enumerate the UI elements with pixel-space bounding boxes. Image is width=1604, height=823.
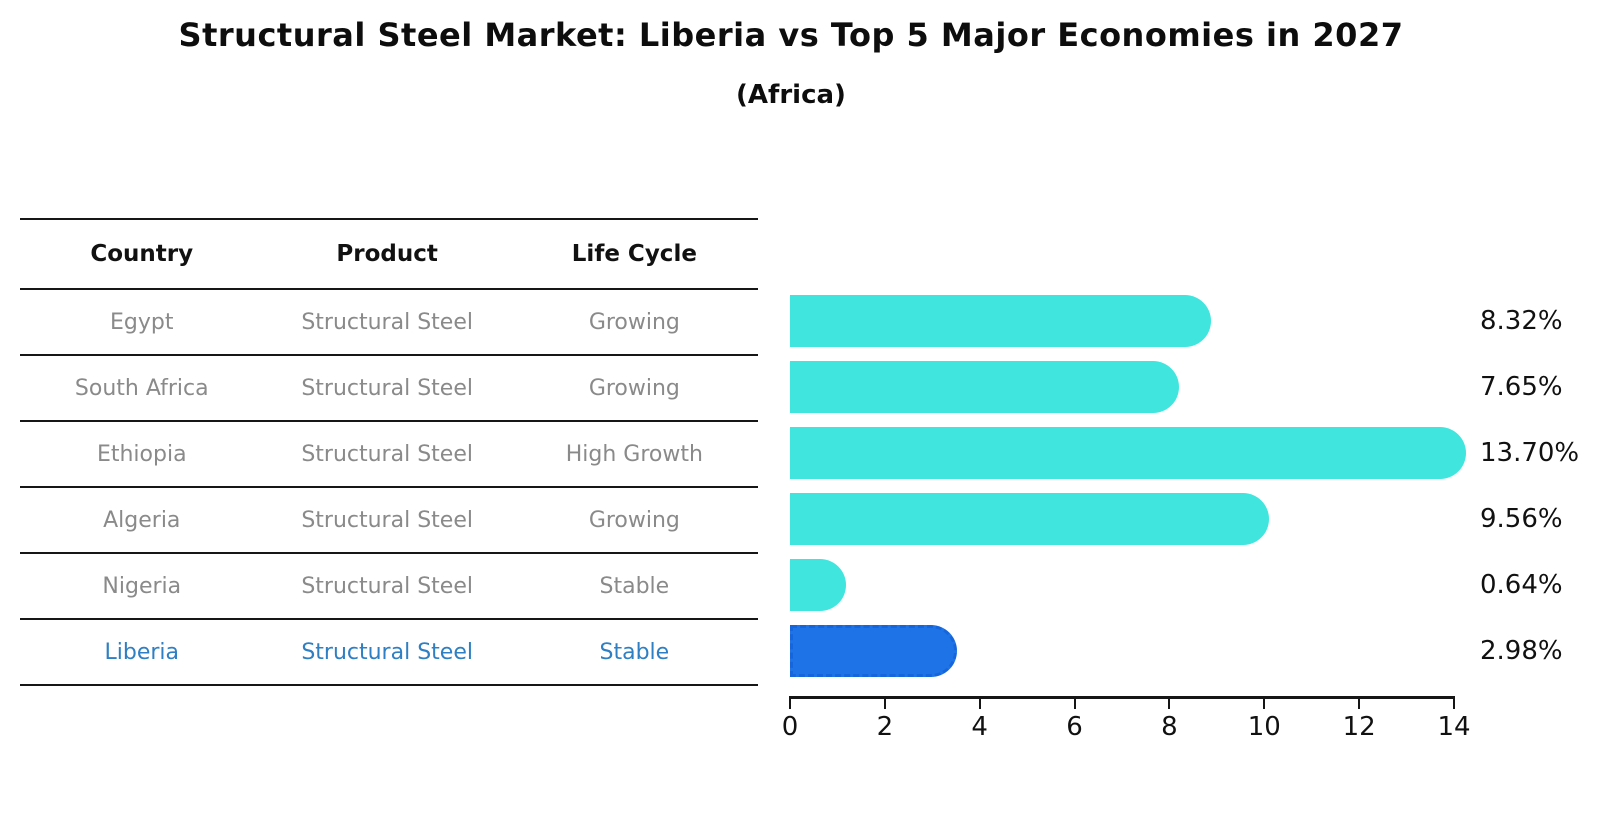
value-label-liberia: 2.98% [1480, 636, 1563, 666]
x-axis-line [789, 696, 1455, 699]
x-axis-tick-label: 6 [1066, 712, 1083, 742]
x-axis-tick-label: 0 [781, 712, 799, 742]
cell-life-cycle: Stable [599, 639, 670, 665]
table-row-ethiopia: Ethiopia Structural Steel High Growth [20, 422, 758, 488]
value-label-egypt: 8.32% [1480, 306, 1563, 336]
value-label-algeria: 9.56% [1480, 504, 1563, 534]
x-axis-tick [1168, 699, 1171, 709]
cell-life-cycle: Stable [599, 573, 670, 599]
bar-liberia [790, 625, 958, 677]
cell-life-cycle: Growing [588, 375, 680, 401]
cell-country: Algeria [103, 507, 181, 533]
table-row-liberia: Liberia Structural Steel Stable [20, 620, 758, 686]
cell-life-cycle: Growing [588, 309, 680, 335]
x-axis-tick [1358, 699, 1361, 709]
bar-algeria [790, 493, 1270, 545]
value-label-ethiopia: 13.70% [1480, 438, 1580, 468]
x-axis-tick [1263, 699, 1266, 709]
cell-product: Structural Steel [301, 507, 473, 533]
x-axis-tick [883, 699, 886, 709]
x-axis-tick [789, 699, 791, 709]
cell-country: Nigeria [102, 573, 182, 599]
x-axis-tick-label: 4 [971, 712, 988, 742]
bar-ethiopia [790, 427, 1466, 479]
table-row-nigeria: Nigeria Structural Steel Stable [20, 554, 758, 620]
chart-title: Structural Steel Market: Liberia vs Top … [178, 16, 1404, 54]
cell-country: Egypt [110, 309, 174, 335]
x-axis-tick [978, 699, 981, 709]
cell-country: Liberia [104, 639, 180, 665]
value-label-south-africa: 7.65% [1480, 372, 1563, 402]
x-axis-tick-label: 8 [1161, 712, 1178, 742]
cell-product: Structural Steel [301, 375, 473, 401]
cell-product: Structural Steel [301, 573, 473, 599]
cell-country: South Africa [74, 375, 209, 401]
table-header-row: Country Product Life Cycle [20, 220, 758, 290]
cell-life-cycle: High Growth [565, 441, 703, 467]
bar-nigeria [790, 559, 847, 611]
column-header-country: Country [90, 241, 194, 267]
table-row-egypt: Egypt Structural Steel Growing [20, 290, 758, 356]
chart-subtitle: (Africa) [736, 80, 846, 110]
table-row-south-africa: South Africa Structural Steel Growing [20, 356, 758, 422]
x-axis-tick [1453, 699, 1455, 709]
cell-life-cycle: Growing [588, 507, 680, 533]
cell-product: Structural Steel [301, 309, 473, 335]
bar-egypt [790, 295, 1211, 347]
bar-south-africa [790, 361, 1179, 413]
x-axis-tick-label: 12 [1342, 712, 1376, 742]
cell-product: Structural Steel [301, 639, 473, 665]
data-table: Country Product Life Cycle Egypt Structur… [20, 218, 758, 686]
x-axis-tick-label: 14 [1437, 712, 1471, 742]
value-label-nigeria: 0.64% [1480, 570, 1563, 600]
x-axis-tick-label: 2 [876, 712, 894, 742]
cell-product: Structural Steel [301, 441, 473, 467]
cell-country: Ethiopia [96, 441, 187, 467]
x-axis-tick-label: 10 [1247, 712, 1281, 742]
x-axis-tick [1073, 699, 1076, 709]
column-header-product: Product [336, 241, 438, 267]
column-header-life-cycle: Life Cycle [571, 241, 697, 267]
table-row-algeria: Algeria Structural Steel Growing [20, 488, 758, 554]
